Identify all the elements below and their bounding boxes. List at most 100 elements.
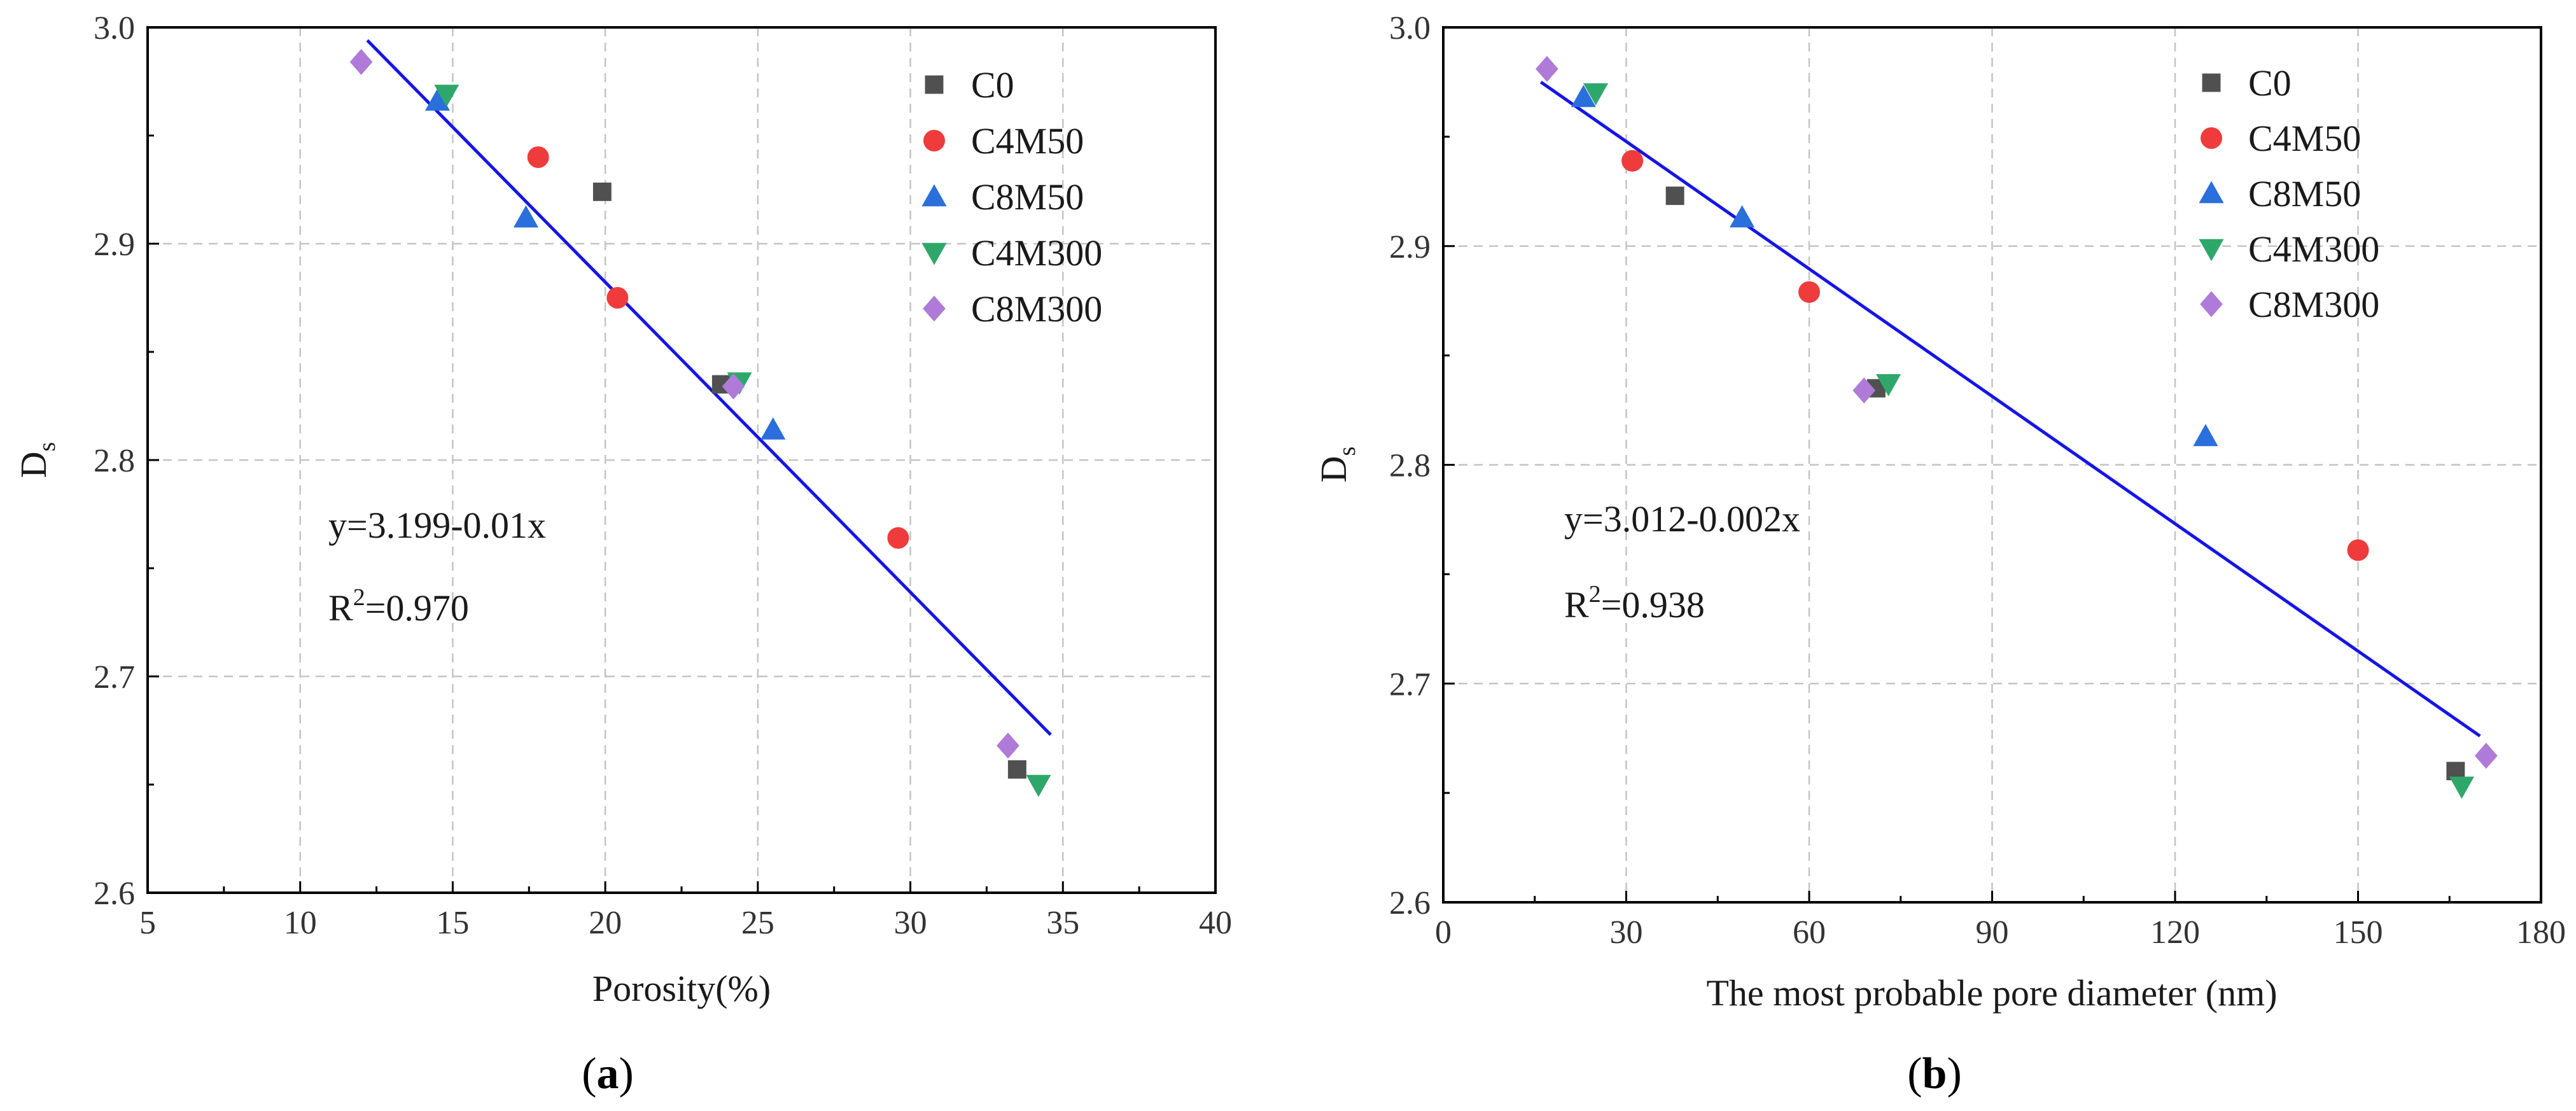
panel-letter: b (1922, 1049, 1947, 1098)
legend-label: C8M50 (971, 176, 1084, 218)
data-point-c4m300 (1876, 374, 1901, 396)
r-squared: R2=0.970 (328, 584, 469, 629)
y-tick-label: 2.8 (94, 443, 135, 479)
data-point-c0 (1665, 186, 1684, 206)
y-axis-label-sub: s (1334, 447, 1361, 456)
y-axis-label-main: D (1313, 456, 1354, 482)
fit-equation: y=3.199-0.01x (328, 505, 546, 546)
fit-line (1539, 80, 2481, 737)
panel-label: (b) (1907, 1049, 1962, 1098)
y-axis-label: Ds (13, 442, 60, 479)
y-axis-label: Ds (1313, 447, 1361, 483)
data-point-c4m50 (1621, 150, 1644, 172)
x-tick-label: 15 (436, 905, 469, 941)
x-tick-label: 60 (1793, 914, 1826, 951)
legend: C0 C4M50 C8M50 C4M300 C8M300 (2199, 62, 2379, 325)
legend-label: C8M300 (971, 288, 1102, 330)
x-tick-label: 25 (741, 905, 774, 941)
data-point-c4m50 (527, 146, 549, 168)
x-tick-label: 40 (1199, 905, 1232, 941)
r-squared-sup: 2 (1589, 581, 1601, 608)
r-squared-prefix: R (1564, 584, 1589, 625)
x-tick-label: 5 (139, 905, 156, 941)
legend-marker-c4m50 (2201, 127, 2222, 149)
data-point-c4m50 (1798, 281, 1820, 303)
y-tick-label: 3.0 (1389, 10, 1431, 46)
legend-label: C4M300 (971, 232, 1102, 274)
y-tick-label: 2.7 (1389, 666, 1431, 702)
data-points (349, 49, 1051, 797)
legend-label: C4M50 (2248, 118, 2361, 159)
data-point-c8m50 (2193, 424, 2218, 447)
data-point-c4m50 (887, 527, 909, 549)
y-axis-label-sub: s (34, 442, 60, 452)
r-squared-value: =0.938 (1601, 584, 1705, 625)
legend-label: C8M300 (2248, 284, 2379, 325)
legend-marker-c8m300 (923, 295, 946, 322)
y-tick-label: 2.7 (94, 659, 135, 695)
x-tick-label: 150 (2334, 914, 2383, 951)
legend-label: C8M50 (2248, 173, 2361, 214)
legend-marker-c8m50 (2199, 181, 2224, 204)
legend-label: C4M50 (971, 120, 1084, 162)
data-point-c8m300 (349, 49, 373, 75)
legend-label: C4M300 (2248, 228, 2379, 270)
x-tick-label: 90 (1976, 914, 2009, 951)
data-point-c4m300 (1583, 83, 1609, 106)
r-squared: R2=0.938 (1564, 581, 1705, 625)
axis-ticks: 0 30 60 90 120 150 180 2.6 2.7 2.8 2.9 3.0 (1389, 10, 2566, 951)
legend-marker-c8m50 (921, 184, 947, 207)
grid-lines (148, 27, 1215, 893)
data-point-c8m50 (1571, 85, 1596, 108)
legend: C0 C4M50 C8M50 C4M300 C8M300 (921, 64, 1102, 330)
data-point-c8m50 (513, 205, 539, 228)
legend-marker-c0 (925, 75, 944, 94)
legend-marker-c4m300 (2199, 239, 2224, 262)
data-point-c8m300 (722, 374, 745, 400)
x-axis-label: The most probable pore diameter (nm) (1706, 972, 2277, 1014)
chart-panel-b: 0 30 60 90 120 150 180 2.6 2.7 2.8 2.9 3.0 The most… (1313, 10, 2566, 1098)
data-point-c8m300 (1536, 55, 1558, 82)
x-tick-label: 20 (589, 905, 622, 941)
data-point-c8m300 (997, 732, 1019, 759)
r-squared-value: =0.970 (365, 587, 469, 629)
r-squared-sup: 2 (353, 584, 365, 611)
data-point-c8m300 (1852, 377, 1876, 404)
x-tick-label: 35 (1046, 905, 1079, 941)
panel-letter: a (597, 1049, 619, 1098)
axis-ticks: 5 10 15 20 25 30 35 40 2.6 2.7 2.8 2.9 3.0 (94, 10, 1232, 941)
legend-marker-c8m300 (2200, 291, 2223, 318)
data-point-c8m50 (1730, 205, 1755, 228)
grid-lines (1443, 27, 2541, 902)
x-tick-label: 0 (1435, 914, 1452, 951)
fit-equation: y=3.012-0.002x (1564, 498, 1800, 540)
data-point-c4m300 (2449, 776, 2474, 799)
data-point-c0 (592, 182, 612, 201)
y-tick-label: 2.8 (1389, 448, 1431, 484)
legend-marker-c4m300 (921, 242, 947, 265)
chart-panel-a: 5 10 15 20 25 30 35 40 2.6 2.7 2.8 2.9 3.0 Porosity(… (13, 10, 1232, 1098)
data-point-c4m300 (434, 85, 459, 107)
data-point-c8m50 (760, 417, 786, 440)
y-tick-label: 2.6 (1389, 885, 1431, 921)
y-tick-label: 2.6 (94, 876, 135, 912)
x-tick-label: 30 (894, 905, 927, 941)
legend-marker-c4m50 (923, 130, 945, 151)
data-point-c4m50 (606, 287, 629, 309)
data-point-c0 (1007, 760, 1026, 779)
x-tick-label: 180 (2516, 914, 2566, 951)
y-tick-label: 2.9 (1389, 229, 1431, 265)
legend-marker-c0 (2202, 73, 2221, 92)
fit-line (366, 39, 1052, 736)
x-tick-label: 30 (1610, 914, 1643, 951)
x-tick-label: 10 (284, 905, 317, 941)
legend-label: C0 (2248, 62, 2292, 104)
y-tick-label: 3.0 (94, 10, 135, 46)
y-axis-label-main: D (13, 451, 54, 478)
x-axis-label: Porosity(%) (592, 968, 771, 1009)
data-point-c4m50 (2347, 539, 2369, 561)
panel-label: (a) (582, 1049, 634, 1098)
legend-label: C0 (971, 64, 1014, 106)
data-points (1536, 55, 2498, 799)
